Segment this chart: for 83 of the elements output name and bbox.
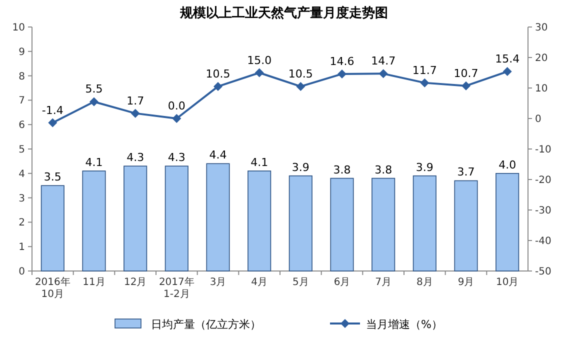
x-tick-label: 4月 [251, 277, 268, 288]
data-label: 1.7 [126, 94, 144, 108]
y-tick-label: 4 [18, 168, 25, 180]
bar [82, 170, 106, 272]
y-tick-label: 6 [18, 120, 25, 132]
x-tick-label: 11月 [82, 277, 106, 288]
bar [372, 178, 396, 272]
legend-label: 当月增速（%） [366, 318, 442, 331]
bar [248, 170, 272, 272]
y2-tick-label: 20 [535, 53, 548, 64]
y2-tick-label: -50 [535, 266, 552, 278]
y2-tick-label: 30 [535, 22, 548, 34]
data-label: 5.5 [85, 82, 103, 96]
bar [330, 178, 354, 272]
data-label: 14.7 [371, 54, 396, 68]
data-label: 0.0 [168, 100, 186, 112]
bar [288, 175, 312, 272]
bar [496, 173, 520, 272]
point [130, 108, 140, 118]
x-tick-label: 12月 [124, 277, 147, 288]
chart-title: 规模以上工业天然气产量月度走势图 [179, 5, 388, 21]
x-tick-label: 8月 [416, 277, 433, 288]
y-tick-label: 10 [12, 22, 25, 34]
data-label: 3.9 [416, 160, 434, 174]
x-tick-label: 2016年 10月 [34, 276, 70, 300]
y2-tick-label: 10 [535, 84, 548, 94]
y2-tick-label: -40 [535, 236, 552, 247]
y2-tick-label: -20 [535, 175, 552, 186]
point [296, 82, 306, 91]
point [502, 67, 512, 76]
bar [124, 166, 148, 272]
point [90, 97, 98, 106]
y-tick-label: 1 [18, 242, 25, 254]
point [214, 82, 222, 91]
y-tick-label: 9 [18, 46, 25, 58]
data-label: 14.6 [330, 54, 354, 68]
data-label: 4.3 [126, 151, 144, 164]
y-tick-label: 0 [18, 266, 25, 278]
data-label: 4.0 [498, 158, 516, 172]
data-label: 15.4 [495, 52, 520, 66]
point [378, 69, 388, 78]
x-tick-label: 3月 [210, 277, 226, 288]
data-label: 10.5 [206, 67, 230, 80]
data-label: 3.9 [292, 160, 310, 174]
data-label: 10.7 [454, 66, 478, 80]
data-label: 10.5 [288, 67, 313, 80]
point [420, 78, 430, 88]
x-tick-label: 6月 [334, 277, 350, 288]
y-tick-label: 7 [18, 96, 25, 107]
y2-tick-label: -10 [535, 144, 552, 156]
data-label: 4.4 [209, 148, 227, 162]
legend-label: 日均产量（亿立方米） [151, 318, 261, 331]
data-label: 3.5 [44, 170, 62, 184]
x-tick-label: 10月 [496, 277, 519, 288]
y-tick-label: 8 [18, 71, 25, 82]
data-label: 4.1 [85, 156, 103, 169]
bar [164, 166, 188, 272]
bar [40, 185, 64, 272]
y2-tick-label: -30 [535, 206, 552, 216]
bar [412, 175, 436, 272]
bar [206, 163, 230, 272]
point [462, 81, 470, 90]
data-label: 4.3 [168, 151, 186, 164]
x-tick-label: 5月 [292, 277, 309, 288]
point [172, 114, 182, 123]
y-tick-label: 2 [18, 218, 25, 229]
data-label: 3.7 [457, 166, 475, 179]
point [254, 68, 264, 78]
bar [454, 180, 478, 272]
data-label: -1.4 [42, 104, 64, 117]
point [48, 118, 58, 128]
point [338, 69, 346, 78]
data-label: 11.7 [412, 64, 437, 77]
data-label: 3.8 [333, 163, 351, 176]
x-tick-label: 2017年 1-2月 [158, 276, 194, 300]
y2-tick-label: 0 [535, 114, 542, 125]
data-label: 15.0 [247, 54, 272, 67]
y-tick-label: 3 [18, 193, 25, 204]
y-tick-label: 5 [18, 144, 25, 156]
x-tick-label: 7月 [375, 277, 392, 288]
data-label: 3.8 [374, 163, 392, 176]
x-tick-label: 9月 [458, 277, 474, 288]
data-label: 4.1 [250, 156, 268, 169]
